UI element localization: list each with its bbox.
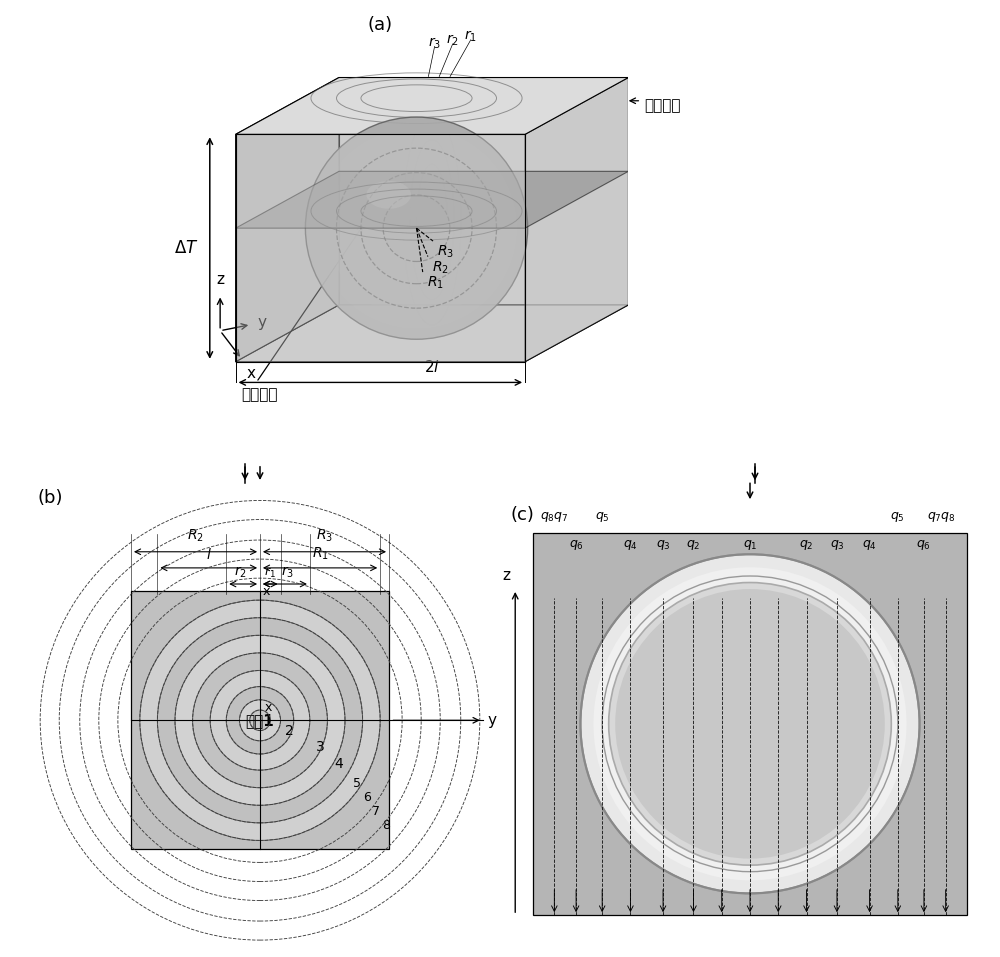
- Circle shape: [193, 653, 327, 788]
- Circle shape: [226, 686, 294, 754]
- Circle shape: [580, 554, 920, 894]
- Circle shape: [305, 117, 528, 340]
- Text: $q_8q_7$: $q_8q_7$: [540, 510, 569, 523]
- Circle shape: [615, 590, 885, 858]
- Text: $R_3$: $R_3$: [316, 528, 333, 545]
- Text: 8: 8: [382, 819, 390, 833]
- Text: $q_3$: $q_3$: [830, 538, 844, 552]
- Text: z: z: [503, 568, 511, 583]
- Text: $r_3$: $r_3$: [281, 565, 294, 580]
- Text: (b): (b): [37, 489, 63, 507]
- Circle shape: [328, 140, 505, 317]
- Circle shape: [250, 710, 270, 730]
- Circle shape: [405, 217, 428, 239]
- Polygon shape: [236, 78, 339, 362]
- Text: 区域1: 区域1: [246, 713, 274, 727]
- Text: $q_6$: $q_6$: [569, 538, 584, 552]
- Text: z: z: [216, 272, 224, 287]
- Polygon shape: [236, 171, 628, 228]
- Text: $q_3$: $q_3$: [656, 538, 670, 552]
- Text: $\Delta T$: $\Delta T$: [174, 239, 199, 257]
- Polygon shape: [236, 134, 525, 362]
- Text: y: y: [487, 713, 496, 727]
- Circle shape: [394, 206, 439, 251]
- Text: $R_2$: $R_2$: [187, 528, 204, 545]
- Text: $r_1$: $r_1$: [264, 566, 276, 580]
- Text: 7: 7: [372, 805, 380, 817]
- Circle shape: [157, 617, 363, 823]
- Text: $l$: $l$: [206, 547, 212, 562]
- Text: 4: 4: [335, 757, 344, 771]
- Circle shape: [210, 671, 310, 770]
- Text: y: y: [257, 316, 266, 330]
- Text: $q_1$: $q_1$: [743, 538, 757, 552]
- Polygon shape: [236, 305, 628, 362]
- Circle shape: [140, 600, 380, 840]
- Circle shape: [239, 700, 281, 741]
- Text: $q_5$: $q_5$: [595, 510, 610, 523]
- Text: $R_1$: $R_1$: [312, 545, 329, 562]
- Text: x: x: [263, 586, 270, 598]
- Circle shape: [372, 184, 461, 273]
- Text: 2: 2: [285, 723, 294, 738]
- Text: $q_4$: $q_4$: [862, 538, 877, 552]
- Polygon shape: [525, 78, 628, 362]
- Polygon shape: [236, 78, 628, 134]
- Text: 6: 6: [363, 791, 371, 805]
- Circle shape: [383, 195, 450, 261]
- Polygon shape: [236, 134, 525, 362]
- Text: 对角截面: 对角截面: [644, 99, 680, 114]
- Circle shape: [609, 583, 891, 865]
- Circle shape: [175, 635, 345, 805]
- Text: 水平截面: 水平截面: [241, 388, 277, 403]
- Text: 3: 3: [316, 740, 324, 754]
- Circle shape: [317, 128, 517, 328]
- Ellipse shape: [367, 181, 411, 209]
- Text: $2l$: $2l$: [424, 359, 440, 374]
- Text: x: x: [247, 366, 256, 381]
- Bar: [131, 591, 389, 849]
- Text: 5: 5: [353, 777, 361, 790]
- Text: $q_7q_8$: $q_7q_8$: [927, 510, 956, 523]
- Text: $q_6$: $q_6$: [916, 538, 931, 552]
- Text: $q_4$: $q_4$: [623, 538, 638, 552]
- Text: (a): (a): [368, 15, 393, 33]
- Circle shape: [593, 568, 907, 880]
- Polygon shape: [339, 78, 628, 305]
- Text: $r_2$: $r_2$: [446, 33, 459, 48]
- Circle shape: [305, 117, 528, 340]
- Text: $r_3$: $r_3$: [428, 35, 441, 51]
- Bar: [533, 532, 967, 915]
- Text: $q_2$: $q_2$: [686, 538, 701, 552]
- Text: $q_5$: $q_5$: [890, 510, 905, 523]
- Text: $r_2$: $r_2$: [234, 565, 247, 580]
- Circle shape: [339, 150, 494, 306]
- Text: $r_1$: $r_1$: [464, 29, 477, 44]
- Text: $R_2$: $R_2$: [432, 259, 449, 276]
- Circle shape: [361, 172, 472, 283]
- Circle shape: [637, 611, 863, 836]
- Text: $R_3$: $R_3$: [437, 244, 454, 260]
- Text: x: x: [264, 701, 272, 715]
- Text: $q_2$: $q_2$: [799, 538, 814, 552]
- Text: $R_1$: $R_1$: [427, 275, 444, 291]
- Circle shape: [350, 162, 483, 295]
- Text: (c): (c): [511, 506, 535, 524]
